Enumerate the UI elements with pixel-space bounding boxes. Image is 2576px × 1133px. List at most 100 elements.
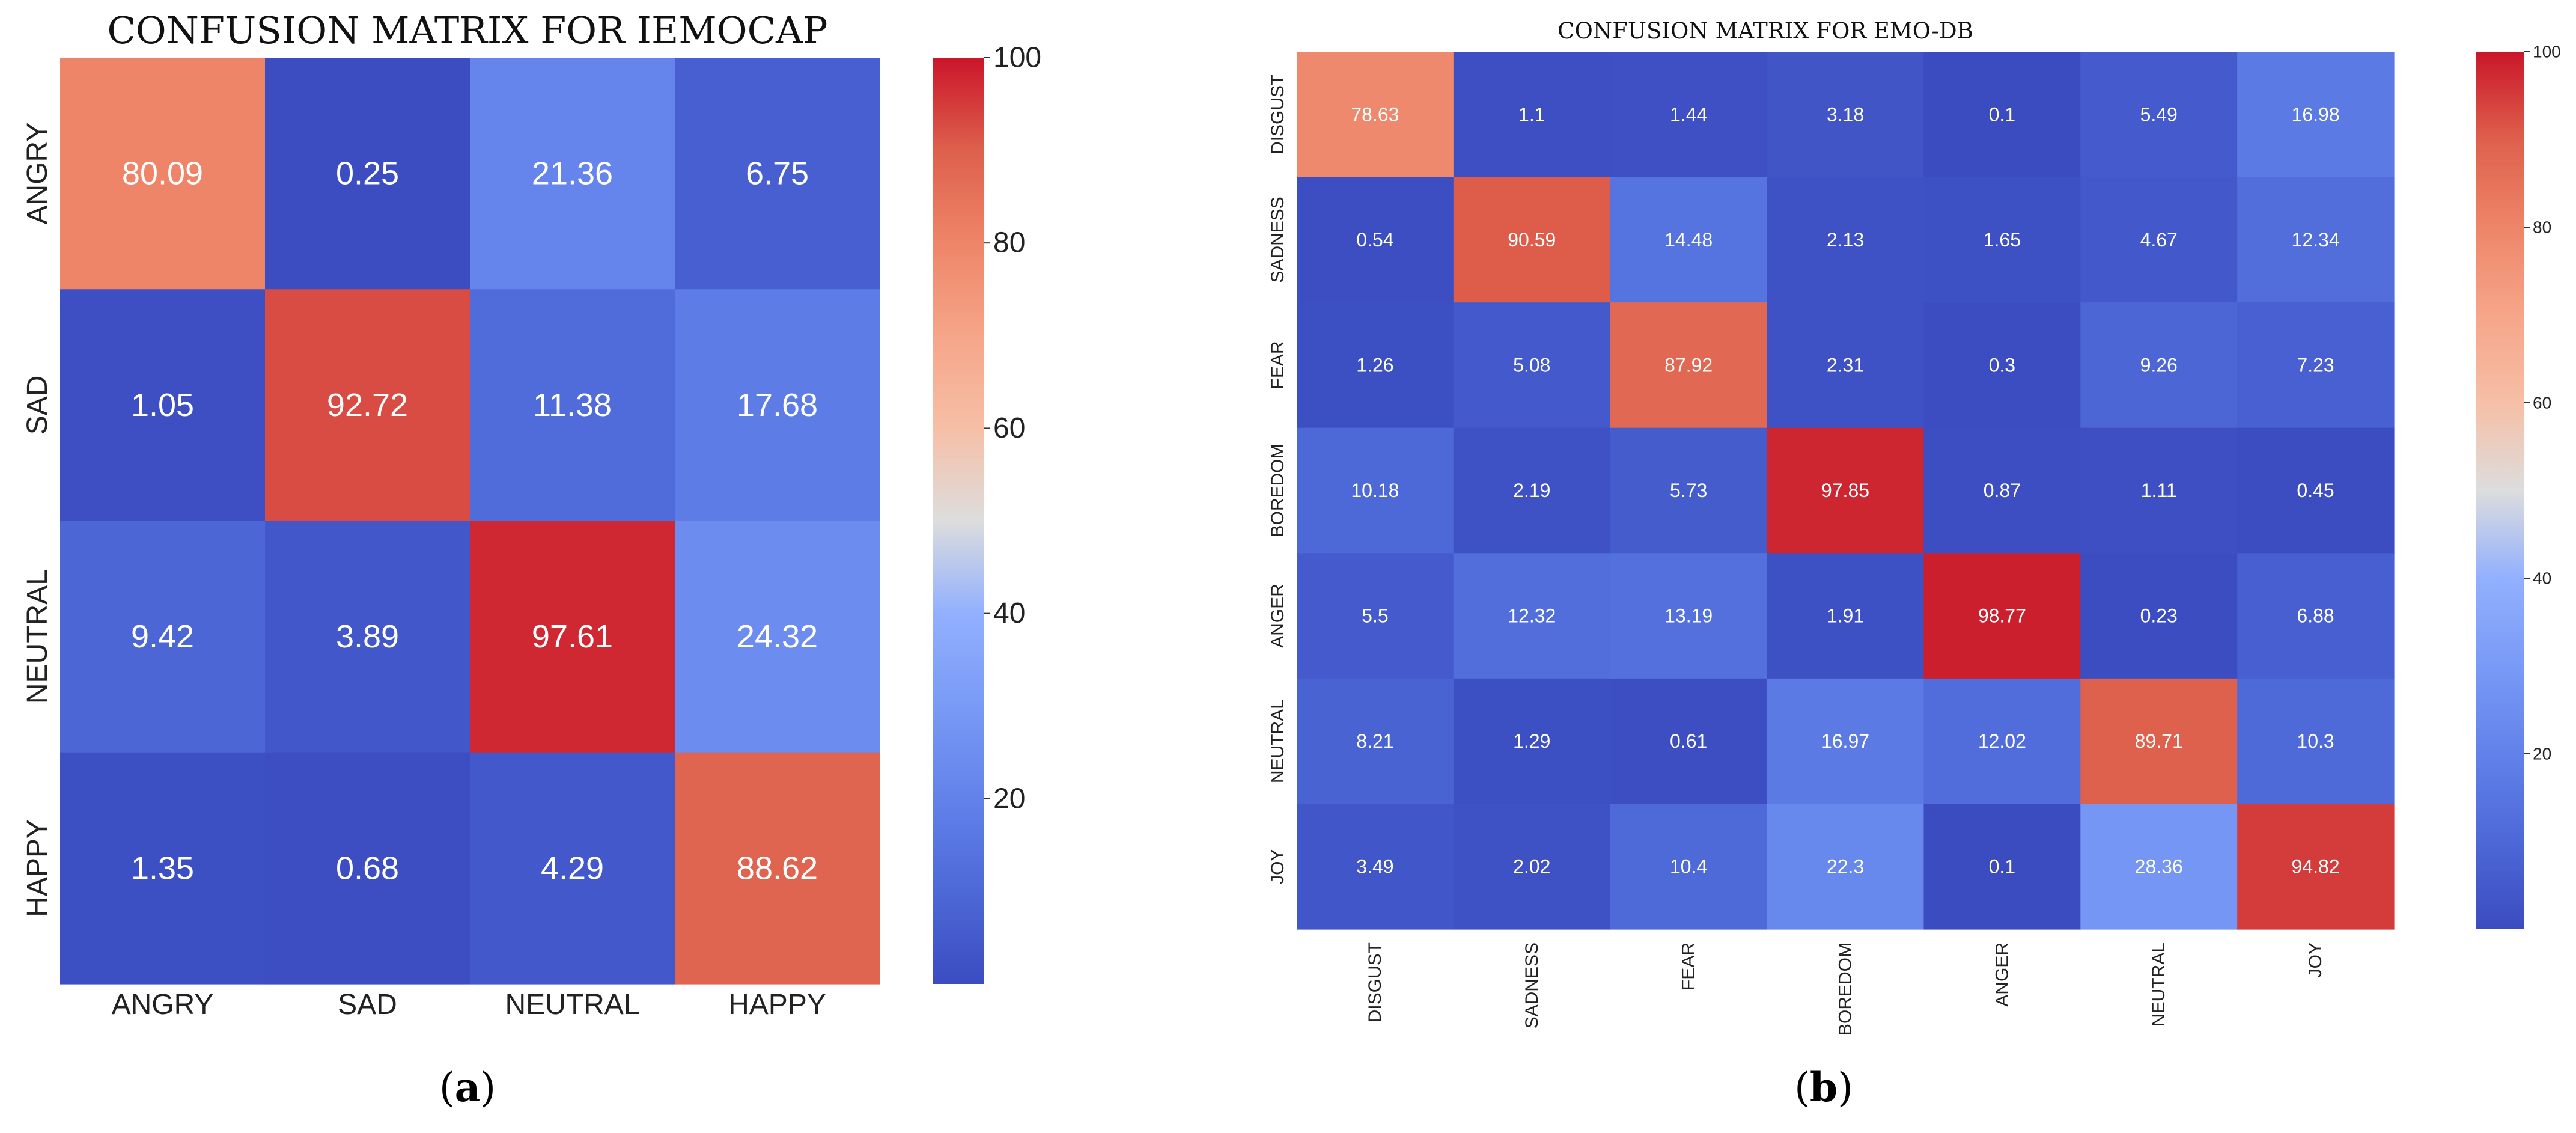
heatmap-cell [1767, 804, 1925, 930]
cell-value-label: 5.49 [2140, 103, 2178, 125]
cell-value-label: 89.71 [2135, 730, 2183, 752]
panel-label: (b) [1794, 1064, 1853, 1111]
colorbar-tick-label: 100 [993, 42, 1041, 74]
heatmap-cell [60, 521, 266, 753]
cell-value-label: 5.08 [1513, 354, 1550, 376]
cell-value-label: 0.61 [1670, 730, 1707, 752]
cell-value-label: 10.3 [2297, 730, 2334, 752]
x-tick-label: BOREDOM [1836, 942, 1856, 1036]
cell-value-label: 3.18 [1827, 103, 1864, 125]
cell-value-label: 1.91 [1827, 605, 1864, 627]
colorbar-tick-label: 60 [993, 412, 1025, 444]
cell-value-label: 12.34 [2292, 229, 2340, 251]
panel-label: (a) [439, 1064, 496, 1111]
heatmap-cell [1297, 177, 1454, 303]
cell-value-label: 21.36 [532, 156, 613, 192]
x-tick-label: HAPPY [728, 989, 826, 1021]
colorbar-tick-label: 80 [2533, 218, 2551, 237]
cell-value-label: 6.75 [746, 156, 809, 192]
heatmap-cell [1767, 553, 1925, 679]
cell-value-label: 80.09 [122, 156, 203, 192]
cell-value-label: 90.59 [1508, 229, 1556, 251]
heatmap-cell [1453, 302, 1611, 429]
cell-value-label: 2.13 [1827, 229, 1864, 251]
heatmap-cell [2237, 804, 2395, 930]
cell-value-label: 13.19 [1664, 605, 1713, 627]
cell-value-label: 10.18 [1351, 480, 1399, 501]
heatmap-cell [470, 289, 675, 522]
heatmap-cell [265, 58, 470, 290]
heatmap-cell [2080, 553, 2238, 679]
cell-value-label: 1.1 [1518, 103, 1545, 125]
heatmap-cell [265, 289, 470, 522]
heatmap-cell [2080, 427, 2238, 554]
y-tick-label: NEUTRAL [22, 569, 53, 704]
heatmap-cell [470, 752, 675, 985]
cell-value-label: 0.1 [1989, 103, 2015, 125]
heatmap-cell [2237, 302, 2395, 429]
cell-value-label: 14.48 [1664, 229, 1713, 251]
heatmap-cell [1923, 427, 2081, 554]
cell-value-label: 8.21 [1356, 730, 1393, 752]
heatmap-cell [2237, 553, 2395, 679]
heatmap-cell [2080, 52, 2238, 178]
heatmap-cell [2237, 177, 2395, 303]
x-tick-label: SAD [338, 989, 397, 1021]
heatmap-cell [1610, 302, 1768, 429]
y-tick-label: SADNESS [1268, 197, 1288, 282]
heatmap-cell [265, 521, 470, 753]
cell-value-label: 4.67 [2140, 229, 2178, 251]
y-tick-label: ANGER [1268, 584, 1288, 648]
heatmap-cell [1453, 52, 1611, 178]
heatmap-cell [1610, 52, 1768, 178]
cell-value-label: 9.26 [2140, 354, 2178, 376]
x-tick-label: NEUTRAL [2149, 942, 2169, 1027]
cell-value-label: 1.35 [131, 850, 194, 886]
y-tick-label: SAD [22, 376, 53, 435]
heatmap-cell [2080, 804, 2238, 930]
colorbar-tick-label: 80 [993, 227, 1025, 259]
cell-value-label: 24.32 [737, 618, 818, 655]
cell-value-label: 10.4 [1670, 856, 1707, 878]
panel-a-iemocap: CONFUSION MATRIX FOR IEMOCAP 80.09 0.25 21… [22, 8, 1041, 1111]
heatmap-cell [1767, 302, 1925, 429]
cell-value-label: 7.23 [2297, 354, 2334, 376]
heatmap-cell [1923, 553, 2081, 679]
heatmap-cell [1297, 52, 1454, 178]
heatmap-cells: 80.09 0.25 21.36 6.75 1.05 92.72 11.38 17.68 9.4… [60, 58, 880, 985]
cell-value-label: 2.31 [1827, 354, 1864, 376]
heatmap-cell [675, 752, 880, 985]
cell-value-label: 98.77 [1978, 605, 2026, 627]
colorbar-tick-label: 20 [993, 783, 1025, 814]
cell-value-label: 0.25 [336, 156, 399, 192]
colorbar-tick-label: 40 [2533, 569, 2551, 588]
chart-title: CONFUSION MATRIX FOR EMO-DB [1557, 18, 1973, 44]
cell-value-label: 5.73 [1670, 480, 1707, 501]
heatmap-cell [2080, 302, 2238, 429]
heatmap-cell [1610, 427, 1768, 554]
heatmap-cell [265, 752, 470, 985]
cell-value-label: 97.61 [532, 618, 613, 655]
heatmap-cell [1610, 177, 1768, 303]
cell-value-label: 1.44 [1670, 103, 1707, 125]
heatmap-cells: 78.63 1.1 1.44 3.18 0.1 5.49 16.98 0.54 90.59 14.… [1297, 52, 2395, 930]
colorbar-tick-label: 20 [2533, 745, 2551, 763]
cell-value-label: 92.72 [327, 387, 408, 423]
heatmap-cell [2237, 52, 2395, 178]
y-tick-label: HAPPY [22, 819, 53, 917]
heatmap-cell [1297, 553, 1454, 679]
heatmap-cell [1767, 427, 1925, 554]
y-tick-label: NEUTRAL [1268, 699, 1288, 783]
colorbar-tick-label: 40 [993, 597, 1025, 629]
cell-value-label: 1.05 [131, 387, 194, 423]
heatmap-cell [1923, 678, 2081, 805]
cell-value-label: 12.32 [1508, 605, 1556, 627]
colorbar-gradient [2476, 52, 2524, 929]
cell-value-label: 1.29 [1513, 730, 1550, 752]
heatmap-cell [1453, 427, 1611, 554]
colorbar: 20 40 60 80 100 [2476, 43, 2561, 929]
cell-value-label: 97.85 [1821, 480, 1869, 501]
y-tick-label: DISGUST [1268, 75, 1288, 154]
heatmap-cell [1453, 177, 1611, 303]
cell-value-label: 11.38 [533, 387, 612, 423]
